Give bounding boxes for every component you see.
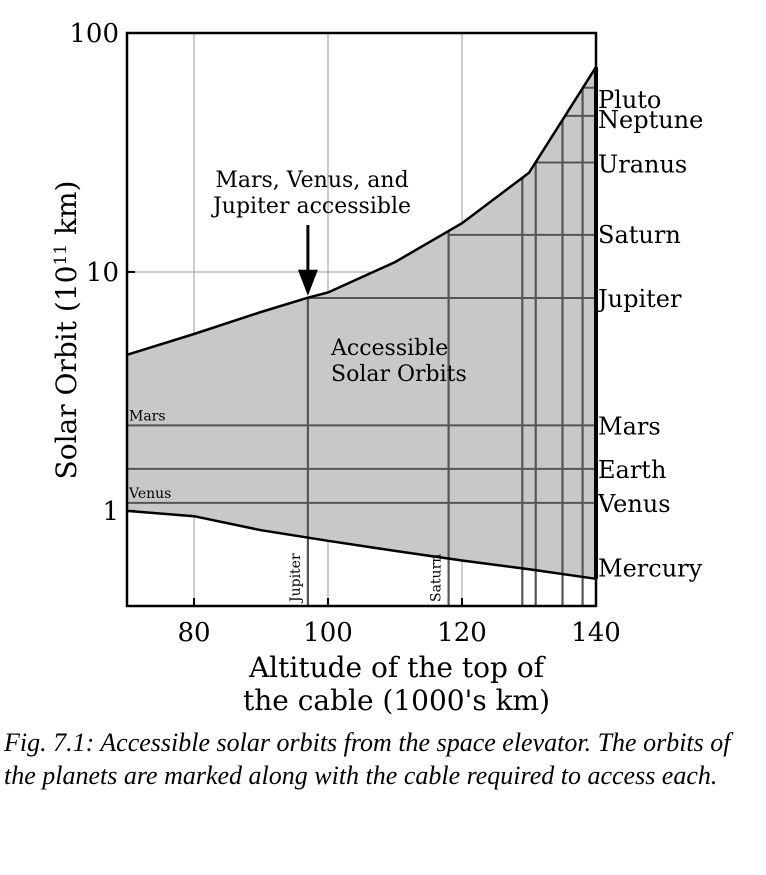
planet-label-mercury: Mercury: [598, 554, 703, 582]
annotation-line-1: Jupiter accessible: [211, 194, 411, 219]
planet-label-mars: Mars: [598, 412, 661, 440]
solar-orbit-chart: 80 100 120 140 1 10 100 Mercury Venus Earth Mars Ju…: [50, 19, 703, 717]
planet-label-uranus: Uranus: [598, 151, 687, 179]
inner-label-venus: Venus: [128, 486, 171, 502]
x-axis-label-line-0: Altitude of the top of: [248, 651, 547, 684]
x-tick-label-140: 140: [571, 618, 621, 648]
upper-boundary-line: [126, 66, 598, 356]
annotation-arrow-head: [297, 269, 318, 296]
tick-marks: [127, 32, 597, 606]
y-tick-label-10: 10: [86, 258, 119, 288]
region-label-line-1: Solar Orbits: [331, 362, 467, 387]
cable-label-saturn: Saturn: [429, 554, 445, 602]
planet-label-jupiter: Jupiter: [595, 285, 682, 313]
y-axis-label-end: km): [50, 181, 83, 244]
lower-boundary-line: [126, 509, 597, 581]
x-tick-label-80: 80: [177, 618, 210, 648]
accessible-region-area: [127, 67, 596, 579]
planet-orbit-lines: [127, 86, 596, 504]
planet-label-earth: Earth: [598, 456, 666, 484]
chart-labels: 80 100 120 140 1 10 100 Mercury Venus Earth Mars Ju…: [50, 19, 703, 717]
y-axis-label-main: Solar Orbit (10: [50, 266, 83, 480]
cable-altitude-lines: [306, 88, 584, 606]
y-tick-label-100: 100: [69, 19, 119, 49]
planet-label-pluto: Pluto: [598, 86, 661, 114]
region-label-line-0: Accessible: [330, 336, 448, 361]
annotation-line-0: Mars, Venus, and: [215, 168, 408, 193]
y-axis-label: Solar Orbit (1011 km): [50, 181, 83, 480]
planet-label-neptune: Neptune: [598, 106, 703, 134]
planet-label-venus: Venus: [597, 490, 671, 518]
x-axis-label-line-1: the cable (1000's km): [243, 684, 550, 717]
y-axis-label-sup: 11: [51, 244, 71, 266]
y-tick-label-1: 1: [102, 497, 119, 527]
planet-label-saturn: Saturn: [598, 221, 681, 249]
figure-caption: Fig. 7.1: Accessible solar orbits from t…: [4, 728, 731, 790]
inner-label-mars: Mars: [129, 408, 166, 424]
x-tick-label-120: 120: [437, 618, 487, 648]
cable-label-jupiter: Jupiter: [288, 553, 304, 604]
x-tick-label-100: 100: [303, 618, 353, 648]
